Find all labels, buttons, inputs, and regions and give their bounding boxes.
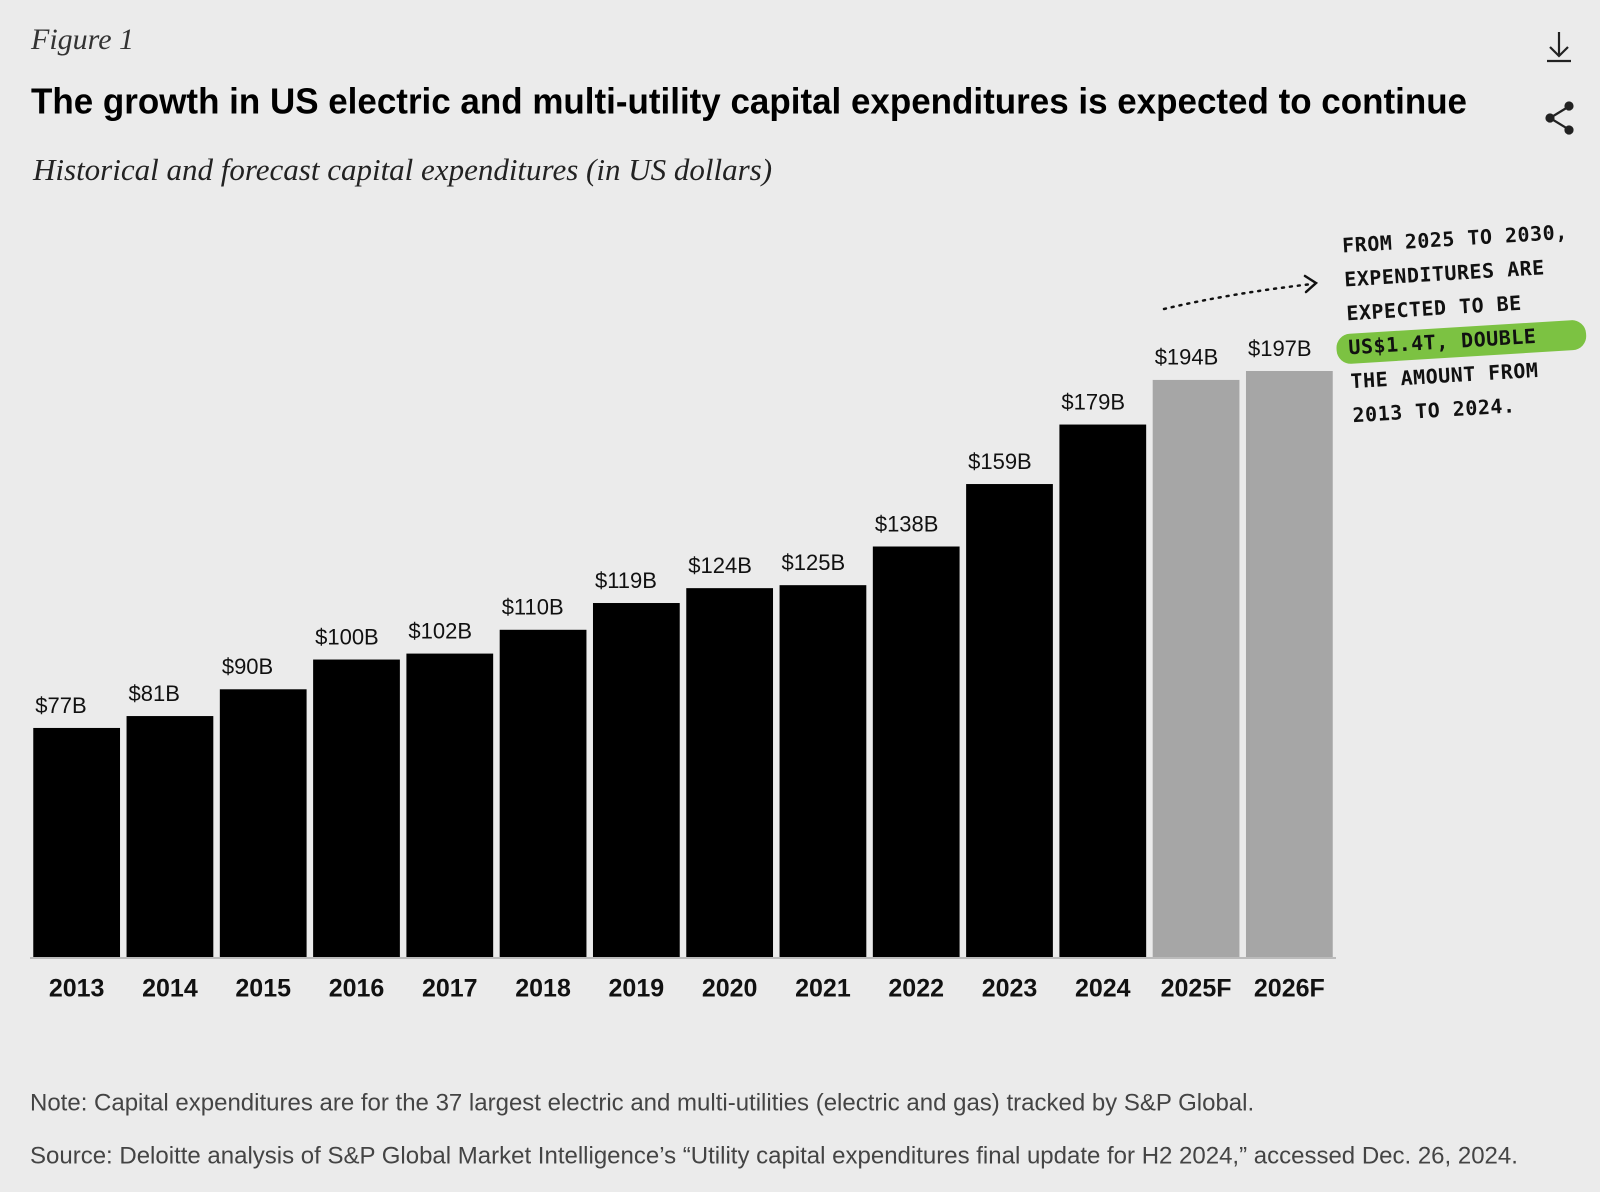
annotation-line: EXPENDITURES ARE (1344, 255, 1546, 291)
x-tick-label: 2025F (1161, 975, 1232, 1003)
bar (33, 727, 121, 957)
value-label: $197B (1248, 336, 1312, 361)
annotation: FROM 2025 TO 2030,EXPENDITURES AREEXPECT… (1336, 220, 1587, 427)
figure-label: Figure 1 (30, 23, 134, 56)
share-icon[interactable] (1545, 101, 1574, 135)
x-tick-label: 2018 (515, 975, 571, 1003)
value-label: $194B (1155, 345, 1219, 370)
value-label: $179B (1061, 389, 1125, 414)
bar (779, 585, 867, 957)
x-tick-label: 2016 (329, 975, 385, 1003)
chart-subtitle: Historical and forecast capital expendit… (32, 152, 772, 187)
x-tick-label: 2019 (609, 975, 665, 1003)
x-tick-label: 2026F (1254, 975, 1325, 1003)
value-label: $77B (35, 693, 86, 718)
bar (313, 659, 400, 957)
x-tick-label: 2017 (422, 975, 478, 1003)
bar (686, 588, 774, 957)
bar (1245, 371, 1333, 957)
annotation-highlight (1336, 320, 1587, 364)
x-tick-label: 2020 (702, 975, 758, 1003)
value-label: $100B (315, 624, 379, 649)
value-label: $102B (408, 618, 472, 643)
value-label: $125B (782, 550, 846, 575)
bar (592, 603, 680, 957)
value-label: $124B (688, 553, 752, 578)
bar (872, 546, 960, 957)
chart-title: The growth in US electric and multi-util… (31, 81, 1467, 122)
annotation-arrow (1162, 274, 1319, 311)
note: Note: Capital expenditures are for the 3… (30, 1089, 1254, 1116)
annotation-line: THE AMOUNT FROM (1350, 358, 1539, 393)
x-tick-label: 2014 (142, 975, 198, 1003)
x-tick-label: 2015 (235, 975, 291, 1003)
value-label: $81B (129, 681, 180, 706)
annotation-line: 2013 TO 2024. (1352, 393, 1516, 427)
bar (1152, 379, 1240, 958)
x-tick-label: 2023 (982, 975, 1038, 1003)
value-label: $90B (222, 654, 273, 679)
value-label: $159B (968, 449, 1032, 474)
x-tick-label: 2024 (1075, 975, 1131, 1003)
bar (406, 653, 494, 957)
source: Source: Deloitte analysis of S&P Global … (30, 1142, 1518, 1169)
bar (1059, 424, 1147, 957)
annotation-line: EXPECTED TO BE (1346, 291, 1523, 326)
bar (219, 689, 307, 957)
x-tick-label: 2021 (795, 975, 851, 1003)
bar (499, 629, 587, 957)
download-icon[interactable] (1547, 32, 1571, 63)
value-label: $110B (502, 595, 564, 620)
value-label: $119B (595, 568, 657, 593)
value-label: $138B (875, 511, 939, 536)
bar (126, 716, 214, 957)
x-tick-label: 2013 (49, 975, 105, 1003)
x-tick-label: 2022 (888, 975, 944, 1003)
annotation-line: FROM 2025 TO 2030, (1342, 220, 1569, 258)
bar (966, 484, 1053, 957)
